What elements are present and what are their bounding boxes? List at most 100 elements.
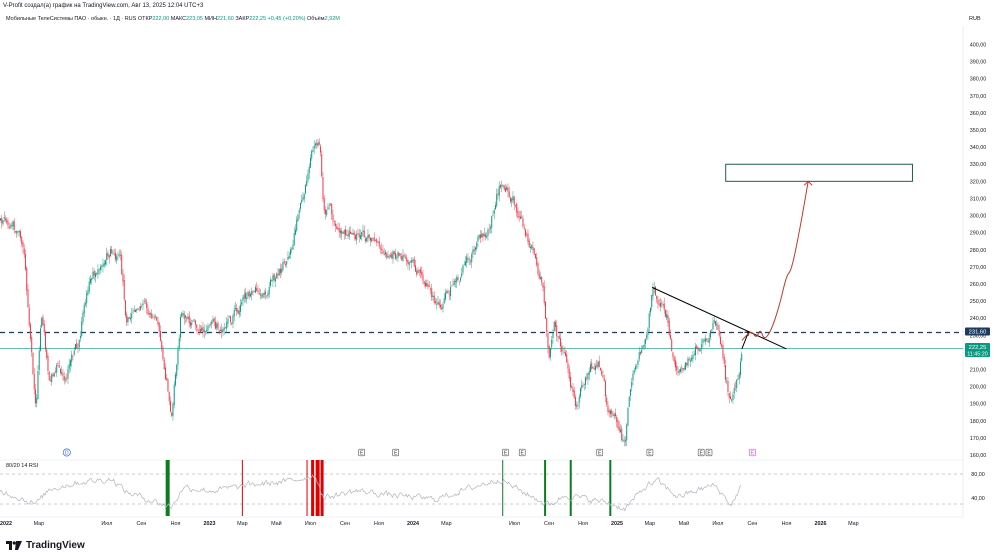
- projection-path[interactable]: [741, 181, 809, 341]
- candle: [584, 376, 586, 390]
- candle: [253, 290, 255, 292]
- candle: [647, 327, 649, 341]
- candle: [426, 279, 428, 287]
- target-zone-box[interactable]: [725, 163, 913, 182]
- candle: [622, 434, 624, 442]
- candle: [631, 377, 633, 392]
- candle: [544, 301, 546, 320]
- y-axis: 400,00 390,00 380,00 370,00 360,00 350,00 340,…: [962, 26, 987, 517]
- candle: [248, 289, 250, 300]
- candle: [482, 232, 484, 242]
- rsi-signal-bar: [609, 460, 612, 516]
- earnings-marker[interactable]: E: [646, 448, 654, 456]
- candle: [267, 290, 269, 300]
- candle: [236, 303, 238, 317]
- y-tick-label: 380,00: [970, 77, 987, 83]
- candle: [44, 329, 46, 353]
- candle: [31, 334, 33, 357]
- candle: [178, 334, 180, 351]
- candle: [591, 358, 593, 371]
- candle: [374, 239, 376, 242]
- earnings-marker[interactable]: E: [749, 448, 756, 456]
- candle: [466, 253, 468, 268]
- candle: [613, 412, 615, 420]
- candle: [226, 317, 228, 333]
- candle: [274, 276, 276, 288]
- candle: [181, 311, 183, 318]
- candle: [736, 379, 738, 393]
- candle: [122, 269, 124, 287]
- candle: [737, 374, 739, 381]
- candle: [309, 154, 311, 169]
- currency-label[interactable]: RUB: [969, 16, 981, 22]
- earnings-marker[interactable]: E: [705, 448, 713, 456]
- candle: [159, 325, 161, 342]
- candle: [521, 210, 523, 219]
- dividend-marker[interactable]: D: [62, 448, 71, 457]
- candle: [383, 248, 385, 256]
- candle: [578, 393, 580, 409]
- candle: [296, 216, 298, 233]
- candle: [506, 185, 508, 191]
- candle: [268, 281, 270, 298]
- candle: [136, 308, 138, 313]
- candle: [114, 248, 116, 263]
- open-value: 222,00: [152, 16, 170, 22]
- candle: [497, 188, 499, 200]
- candle: [603, 374, 605, 382]
- candle: [313, 140, 315, 154]
- candle: [423, 280, 425, 287]
- x-tick-label: Мар: [441, 521, 452, 527]
- earnings-marker[interactable]: E: [518, 448, 526, 456]
- candle: [388, 254, 390, 260]
- candle: [386, 252, 388, 260]
- candle: [524, 228, 526, 238]
- earnings-marker[interactable]: E: [358, 448, 365, 456]
- earnings-marker[interactable]: E: [596, 448, 604, 456]
- candle: [421, 266, 423, 279]
- candle: [317, 138, 319, 149]
- candle: [59, 368, 61, 376]
- x-tick-label: Мар: [645, 521, 656, 527]
- candle: [277, 267, 279, 280]
- rsi-indicator-label[interactable]: 80/20 14 RSI: [6, 463, 39, 469]
- open-label: ОТКР: [137, 16, 153, 22]
- candle: [141, 304, 143, 309]
- candle: [167, 378, 169, 393]
- descending-trendline[interactable]: [651, 286, 787, 350]
- x-tick-label: Июл: [509, 521, 520, 527]
- earnings-marker[interactable]: E: [392, 448, 399, 456]
- candle: [284, 260, 286, 268]
- candle: [81, 316, 83, 338]
- candle: [366, 237, 368, 243]
- rsi-signal-bar: [165, 460, 170, 516]
- candles-layer: [0, 138, 743, 447]
- candle: [673, 355, 675, 365]
- candle: [98, 268, 100, 275]
- candle: [698, 347, 700, 352]
- candle: [377, 240, 379, 244]
- candle: [79, 331, 81, 342]
- candle: [596, 359, 598, 369]
- candle: [511, 197, 513, 208]
- candle: [566, 350, 568, 364]
- tradingview-brand[interactable]: TradingView: [6, 540, 85, 551]
- earnings-marker[interactable]: E: [502, 448, 509, 456]
- candle: [18, 230, 20, 237]
- symbol-name[interactable]: Мобильные ТелеСистемы ПАО · обыкн. · 1Д …: [6, 16, 137, 22]
- candle: [702, 337, 704, 348]
- x-tick-label: Мар: [848, 521, 859, 527]
- candle: [692, 351, 694, 363]
- y-tick-label: 210,00: [970, 367, 987, 373]
- candle: [573, 386, 575, 399]
- candle: [569, 371, 571, 391]
- candle: [91, 277, 93, 285]
- y-tick-label: 400,00: [970, 43, 987, 49]
- candle: [739, 358, 741, 379]
- earnings-marker[interactable]: E: [697, 448, 705, 456]
- candle: [669, 329, 671, 341]
- candle: [449, 281, 451, 301]
- svg-text:E: E: [707, 450, 711, 456]
- rsi-line: [0, 474, 742, 512]
